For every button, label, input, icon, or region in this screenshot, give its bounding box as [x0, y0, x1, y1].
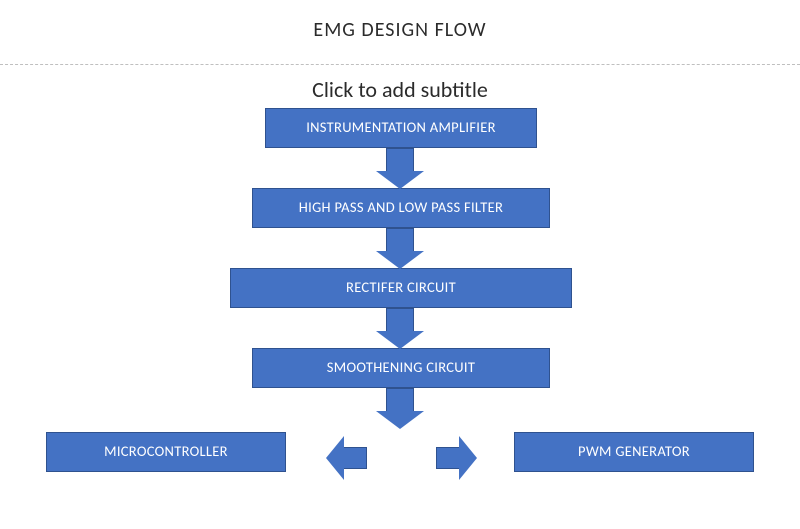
divider: [0, 64, 800, 65]
flow-node-label: MICROCONTROLLER: [104, 444, 228, 460]
arrow-down-icon: [376, 228, 424, 269]
flow-node-label: RECTIFER CIRCUIT: [346, 280, 456, 296]
arrow-right-icon: [436, 436, 477, 480]
flow-node-rectifier: RECTIFER CIRCUIT: [230, 268, 572, 308]
flow-node-label: INSTRUMENTATION AMPLIFIER: [306, 120, 496, 136]
flow-node-instr-amp: INSTRUMENTATION AMPLIFIER: [265, 108, 537, 148]
flow-node-smoothening: SMOOTHENING CIRCUIT: [252, 348, 550, 388]
page-title: EMG DESIGN FLOW: [0, 18, 800, 42]
arrow-left-icon: [326, 436, 367, 480]
arrow-down-icon: [376, 308, 424, 349]
flow-node-pwm-generator: PWM GENERATOR: [514, 432, 754, 472]
flow-node-label: PWM GENERATOR: [578, 444, 690, 460]
arrow-down-icon: [376, 388, 424, 429]
subtitle-placeholder[interactable]: Click to add subtitle: [0, 76, 800, 103]
flow-node-label: HIGH PASS AND LOW PASS FILTER: [299, 200, 503, 216]
flow-node-filters: HIGH PASS AND LOW PASS FILTER: [252, 188, 550, 228]
arrow-down-icon: [376, 148, 424, 189]
flow-node-microcontroller: MICROCONTROLLER: [46, 432, 286, 472]
flow-node-label: SMOOTHENING CIRCUIT: [327, 360, 475, 376]
